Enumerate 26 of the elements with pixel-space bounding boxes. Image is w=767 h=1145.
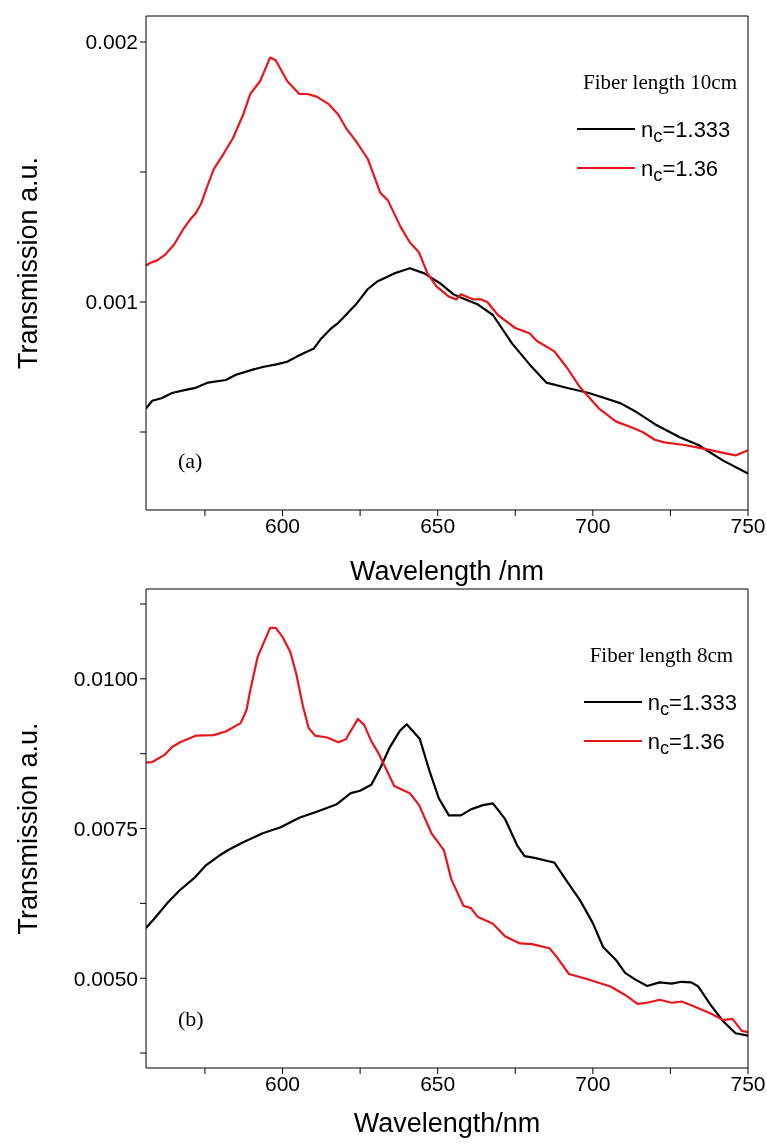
legend-label: n$_{c}$=1.333 [647,690,737,721]
y-tick-label: 0.001 [85,290,138,314]
y-tick-label: 0.0075 [73,816,138,840]
legend-label: n$_{c}$=1.36 [647,729,725,760]
x-tick-label: 700 [575,1071,611,1095]
x-tick-label: 700 [575,513,611,537]
x-tick-label: 750 [730,1071,766,1095]
y-tick-label: 0.0050 [73,966,138,990]
x-tick-label: 650 [420,1071,456,1095]
line-series [146,626,748,1034]
x-tick-label: 600 [265,513,301,537]
legend-title: Fiber length 8cm [588,643,735,668]
annotation: (a) [178,448,203,474]
y-axis-title: Transmission a.u. [13,156,43,370]
annotation: (b) [178,1006,204,1032]
x-tick-label: 600 [265,1071,301,1095]
legend-label: n$_{c}$=1.333 [641,117,731,148]
x-tick-label: 750 [730,513,766,537]
y-axis-title: Transmission a.u. [13,722,43,935]
x-tick-label: 650 [420,513,456,537]
legend-label: n$_{c}$=1.36 [641,156,719,187]
x-axis-title: Wavelength /nm [349,556,545,586]
y-tick-label: 0.002 [85,30,138,54]
legend-title: Fiber length 10cm [582,70,737,95]
x-axis-title: Wavelength/nm [353,1108,541,1138]
y-tick-label: 0.0100 [73,667,138,691]
